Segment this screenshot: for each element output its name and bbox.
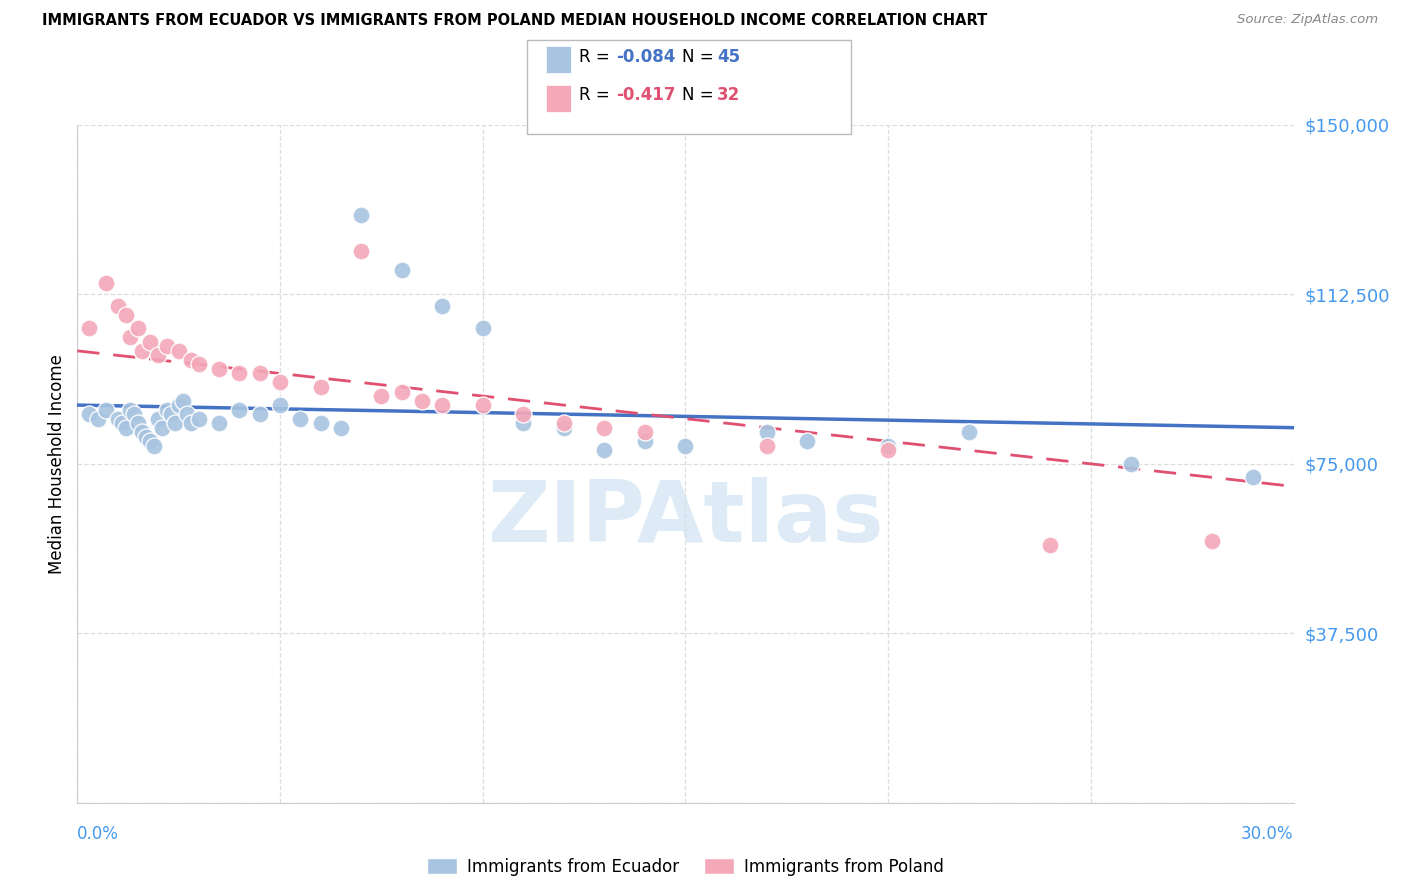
Point [1201, 533, 1223, 548]
Point [553, 420, 575, 434]
Point [350, 208, 373, 222]
Point [188, 358, 211, 372]
Point [1039, 538, 1062, 552]
Point [143, 439, 166, 453]
Point [127, 321, 149, 335]
Point [159, 407, 181, 421]
Point [877, 443, 900, 458]
Point [188, 411, 211, 425]
Point [107, 299, 129, 313]
Text: N =: N = [682, 87, 718, 104]
Text: Source: ZipAtlas.com: Source: ZipAtlas.com [1237, 13, 1378, 27]
Point [139, 434, 162, 449]
Point [131, 343, 153, 358]
Point [957, 425, 980, 440]
Text: -0.084: -0.084 [616, 48, 675, 66]
Point [208, 362, 231, 376]
Text: 32: 32 [717, 87, 741, 104]
Point [118, 402, 141, 417]
Point [675, 439, 697, 453]
Point [155, 402, 177, 417]
Point [135, 430, 157, 444]
Point [350, 244, 373, 259]
Point [167, 398, 190, 412]
Point [180, 352, 202, 367]
Point [249, 407, 271, 421]
Point [471, 398, 494, 412]
Point [94, 402, 117, 417]
Point [148, 411, 170, 425]
Point [430, 299, 453, 313]
Point [180, 416, 202, 430]
Y-axis label: Median Household Income: Median Household Income [48, 354, 66, 574]
Point [79, 407, 101, 421]
Point [155, 339, 177, 353]
Point [208, 416, 231, 430]
Text: ZIPAtlas: ZIPAtlas [486, 476, 884, 559]
Point [309, 380, 332, 394]
Point [249, 367, 271, 381]
Point [430, 398, 453, 412]
Point [122, 407, 145, 421]
Point [86, 411, 108, 425]
Text: R =: R = [579, 48, 616, 66]
Point [796, 434, 818, 449]
Point [269, 398, 291, 412]
Point [877, 439, 900, 453]
Point [172, 393, 194, 408]
Point [370, 389, 392, 403]
Point [1121, 457, 1143, 471]
Point [512, 416, 534, 430]
Point [148, 348, 170, 362]
Point [176, 407, 198, 421]
Point [163, 416, 186, 430]
Text: N =: N = [682, 48, 718, 66]
Legend: Immigrants from Ecuador, Immigrants from Poland: Immigrants from Ecuador, Immigrants from… [420, 851, 950, 882]
Point [107, 411, 129, 425]
Point [118, 330, 141, 344]
Point [131, 425, 153, 440]
Point [471, 321, 494, 335]
Point [152, 420, 174, 434]
Point [167, 343, 190, 358]
Point [634, 434, 657, 449]
Point [593, 420, 616, 434]
Point [111, 416, 134, 430]
Text: 30.0%: 30.0% [1241, 825, 1294, 843]
Point [1241, 470, 1264, 484]
Point [411, 393, 433, 408]
Point [139, 334, 162, 349]
Point [94, 276, 117, 290]
Text: 45: 45 [717, 48, 740, 66]
Text: R =: R = [579, 87, 616, 104]
Point [228, 367, 250, 381]
Point [634, 425, 657, 440]
Point [553, 416, 575, 430]
Point [755, 425, 778, 440]
Point [755, 439, 778, 453]
Point [228, 402, 250, 417]
Text: 0.0%: 0.0% [77, 825, 120, 843]
Text: IMMIGRANTS FROM ECUADOR VS IMMIGRANTS FROM POLAND MEDIAN HOUSEHOLD INCOME CORREL: IMMIGRANTS FROM ECUADOR VS IMMIGRANTS FR… [42, 13, 987, 29]
Point [115, 420, 138, 434]
Point [79, 321, 101, 335]
Point [127, 416, 149, 430]
Point [593, 443, 616, 458]
Point [391, 384, 413, 399]
Point [512, 407, 534, 421]
Point [290, 411, 312, 425]
Point [115, 308, 138, 322]
Point [309, 416, 332, 430]
Point [391, 262, 413, 277]
Point [329, 420, 352, 434]
Text: -0.417: -0.417 [616, 87, 675, 104]
Point [269, 376, 291, 390]
